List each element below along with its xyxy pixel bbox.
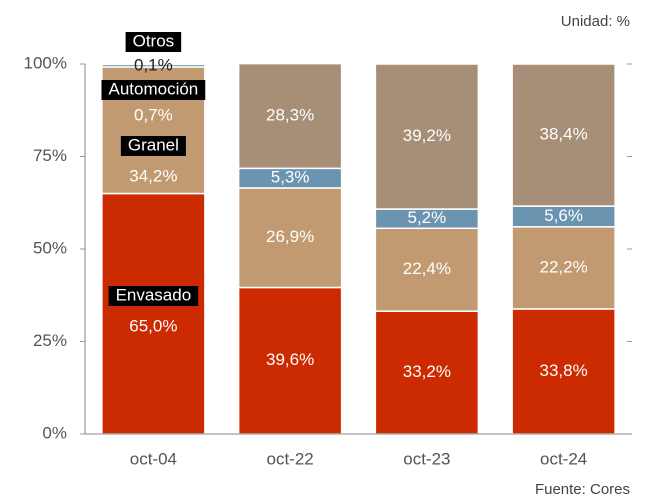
value-label: 38,4% — [540, 125, 588, 144]
value-label: 28,3% — [266, 105, 314, 124]
source: Fuente: Cores — [535, 481, 630, 498]
value-label: 26,9% — [266, 227, 314, 246]
legend-label: Automoción — [108, 79, 198, 98]
legend-label: Envasado — [116, 285, 192, 304]
y-tick-label: 50% — [33, 238, 67, 257]
legend-label: Otros — [133, 31, 175, 50]
value-label: 5,3% — [271, 168, 310, 187]
value-label: 39,6% — [266, 350, 314, 369]
bar-segment — [511, 63, 616, 207]
value-label: 33,2% — [403, 362, 451, 381]
legend-box — [125, 32, 182, 52]
x-tick-label: oct-24 — [540, 449, 587, 468]
bar-segment — [101, 192, 206, 435]
bar-segment — [237, 187, 343, 289]
y-tick-label: 25% — [33, 331, 67, 350]
unit-label: Unidad: % — [561, 13, 630, 30]
legend-box — [101, 80, 206, 100]
value-label: 39,2% — [403, 126, 451, 145]
bar-segment — [374, 63, 480, 210]
value-label: 0,7% — [134, 105, 173, 124]
bar-segment — [511, 308, 616, 435]
value-label: 34,2% — [129, 166, 177, 185]
value-label: 22,4% — [403, 259, 451, 278]
bar-segment — [511, 226, 616, 310]
value-label: 22,2% — [540, 257, 588, 276]
x-tick-label: oct-04 — [130, 449, 177, 468]
value-label: 65,0% — [129, 316, 177, 335]
bar-segment — [237, 62, 343, 170]
value-label: 33,8% — [540, 361, 588, 380]
x-tick-label: oct-22 — [267, 449, 314, 468]
x-tick-label: oct-23 — [403, 449, 450, 468]
legend-box — [108, 286, 199, 306]
value-label: 5,6% — [544, 206, 583, 225]
y-tick-label: 0% — [42, 423, 67, 442]
value-label: 5,2% — [408, 208, 447, 227]
legend-box — [120, 136, 186, 156]
y-tick-label: 100% — [24, 53, 67, 72]
bar-segment — [374, 227, 480, 312]
value-label: 0,1% — [134, 55, 173, 74]
legend-label: Granel — [128, 135, 179, 154]
y-tick-label: 75% — [33, 146, 67, 165]
